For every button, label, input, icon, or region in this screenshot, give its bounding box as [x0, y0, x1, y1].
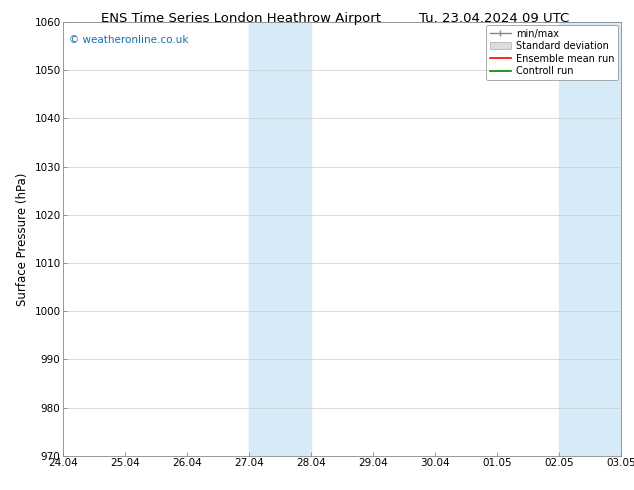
Text: © weatheronline.co.uk: © weatheronline.co.uk: [69, 35, 188, 45]
Bar: [559, 22, 621, 456]
Legend: min/max, Standard deviation, Ensemble mean run, Controll run: min/max, Standard deviation, Ensemble me…: [486, 25, 618, 80]
Y-axis label: Surface Pressure (hPa): Surface Pressure (hPa): [16, 172, 29, 306]
Text: Tu. 23.04.2024 09 UTC: Tu. 23.04.2024 09 UTC: [420, 12, 569, 25]
Text: ENS Time Series London Heathrow Airport: ENS Time Series London Heathrow Airport: [101, 12, 381, 25]
Bar: [249, 22, 311, 456]
